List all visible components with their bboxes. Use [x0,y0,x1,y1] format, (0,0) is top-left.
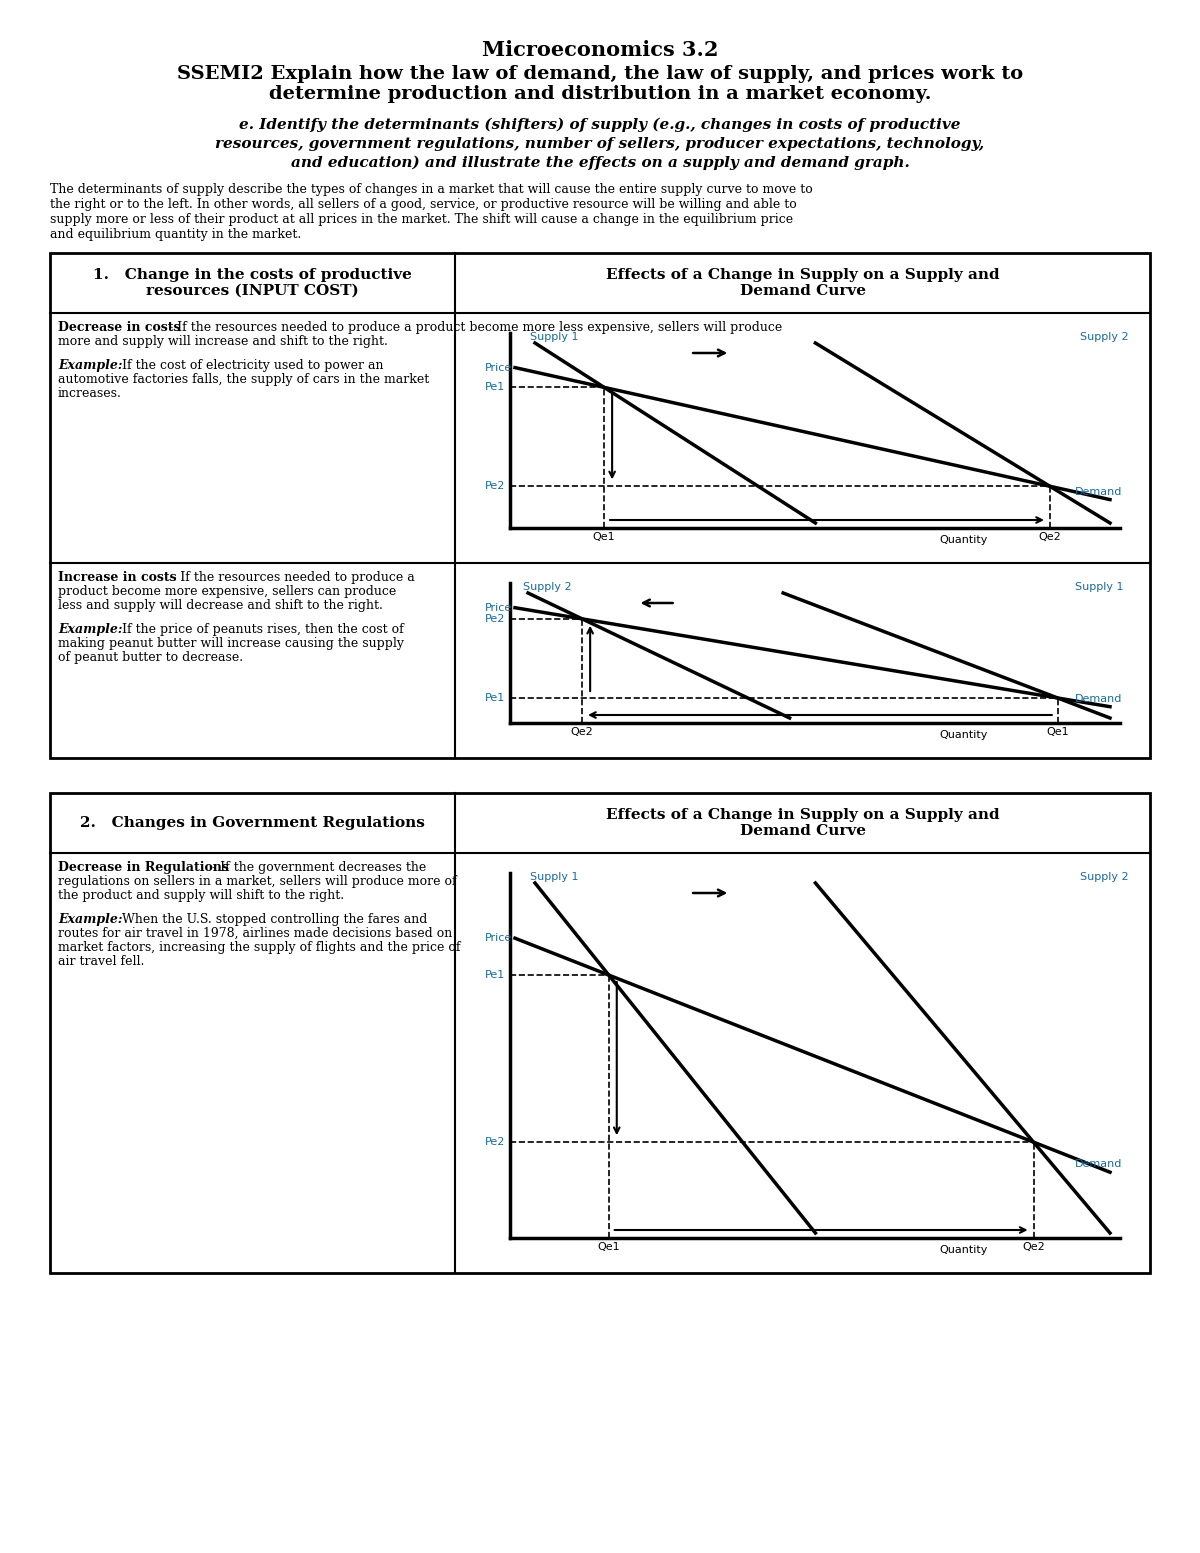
Text: Price: Price [485,603,512,613]
Text: making peanut butter will increase causing the supply: making peanut butter will increase causi… [58,637,404,651]
Text: Qe2: Qe2 [571,727,594,738]
Text: the right or to the left. In other words, all sellers of a good, service, or pro: the right or to the left. In other words… [50,197,797,211]
Text: Qe1: Qe1 [598,1242,620,1252]
Text: of peanut butter to decrease.: of peanut butter to decrease. [58,651,244,665]
Text: Demand: Demand [1075,694,1122,704]
Text: e. Identify the determinants (shifters) of supply (e.g., changes in costs of pro: e. Identify the determinants (shifters) … [239,118,961,132]
Text: more and supply will increase and shift to the right.: more and supply will increase and shift … [58,335,388,348]
Text: Example:: Example: [58,623,122,637]
Text: When the U.S. stopped controlling the fares and: When the U.S. stopped controlling the fa… [118,913,427,926]
Text: 1.   Change in the costs of productive
resources (INPUT COST): 1. Change in the costs of productive res… [94,269,412,298]
Text: - If the resources needed to produce a product become more less expensive, selle: - If the resources needed to produce a p… [166,321,782,334]
FancyBboxPatch shape [50,253,1150,758]
Text: Qe1: Qe1 [593,533,616,542]
Text: Demand: Demand [1075,1159,1122,1169]
Text: Quantity: Quantity [940,730,988,739]
Text: If the cost of electricity used to power an: If the cost of electricity used to power… [118,359,384,373]
Text: less and supply will decrease and shift to the right.: less and supply will decrease and shift … [58,599,383,612]
Text: and equilibrium quantity in the market.: and equilibrium quantity in the market. [50,228,301,241]
Text: Increase in costs: Increase in costs [58,572,176,584]
Text: product become more expensive, sellers can produce: product become more expensive, sellers c… [58,585,396,598]
Text: Quantity: Quantity [940,1246,988,1255]
Text: Effects of a Change in Supply on a Supply and
Demand Curve: Effects of a Change in Supply on a Suppl… [606,808,1000,839]
FancyBboxPatch shape [50,794,1150,1273]
Text: Supply 2: Supply 2 [523,582,571,592]
Text: Price: Price [485,933,512,943]
Text: If the price of peanuts rises, then the cost of: If the price of peanuts rises, then the … [118,623,403,637]
Text: market factors, increasing the supply of flights and the price of: market factors, increasing the supply of… [58,941,461,954]
Text: Price: Price [485,362,512,373]
Text: Pe1: Pe1 [485,693,505,704]
Text: Qe1: Qe1 [1046,727,1069,738]
Text: Microeconomics 3.2: Microeconomics 3.2 [481,40,719,61]
Text: - If the government decreases the: - If the government decreases the [208,860,426,874]
Text: Pe2: Pe2 [485,613,505,624]
Text: Supply 1: Supply 1 [530,871,578,882]
Text: The determinants of supply describe the types of changes in a market that will c: The determinants of supply describe the … [50,183,812,196]
Text: resources, government regulations, number of sellers, producer expectations, tec: resources, government regulations, numbe… [216,137,984,151]
Text: Supply 2: Supply 2 [1080,871,1129,882]
Text: determine production and distribution in a market economy.: determine production and distribution in… [269,85,931,102]
Text: Qe2: Qe2 [1038,533,1061,542]
Text: Example:: Example: [58,359,122,373]
Text: Quantity: Quantity [940,534,988,545]
Text: Pe1: Pe1 [485,971,505,980]
Text: – If the resources needed to produce a: – If the resources needed to produce a [166,572,415,584]
Text: Supply 2: Supply 2 [1080,332,1129,342]
Text: supply more or less of their product at all prices in the market. The shift will: supply more or less of their product at … [50,213,793,227]
Text: Pe1: Pe1 [485,382,505,393]
Text: increases.: increases. [58,387,122,401]
Text: Pe2: Pe2 [485,1137,505,1148]
Text: and education) and illustrate the effects on a supply and demand graph.: and education) and illustrate the effect… [290,155,910,171]
Text: Decrease in Regulations: Decrease in Regulations [58,860,229,874]
Text: Qe2: Qe2 [1022,1242,1045,1252]
Text: automotive factories falls, the supply of cars in the market: automotive factories falls, the supply o… [58,373,430,387]
Text: Pe2: Pe2 [485,481,505,491]
Text: routes for air travel in 1978, airlines made decisions based on: routes for air travel in 1978, airlines … [58,927,452,940]
Text: Supply 1: Supply 1 [1075,582,1123,592]
Text: air travel fell.: air travel fell. [58,955,144,968]
Text: regulations on sellers in a market, sellers will produce more of: regulations on sellers in a market, sell… [58,874,457,888]
Text: SSEMI2 Explain how the law of demand, the law of supply, and prices work to: SSEMI2 Explain how the law of demand, th… [176,65,1024,82]
Text: Decrease in costs: Decrease in costs [58,321,180,334]
Text: Supply 1: Supply 1 [530,332,578,342]
Text: the product and supply will shift to the right.: the product and supply will shift to the… [58,888,344,902]
Text: Example:: Example: [58,913,122,926]
Text: Demand: Demand [1075,486,1122,497]
Text: Effects of a Change in Supply on a Supply and
Demand Curve: Effects of a Change in Supply on a Suppl… [606,269,1000,298]
Text: 2.   Changes in Government Regulations: 2. Changes in Government Regulations [80,815,425,829]
